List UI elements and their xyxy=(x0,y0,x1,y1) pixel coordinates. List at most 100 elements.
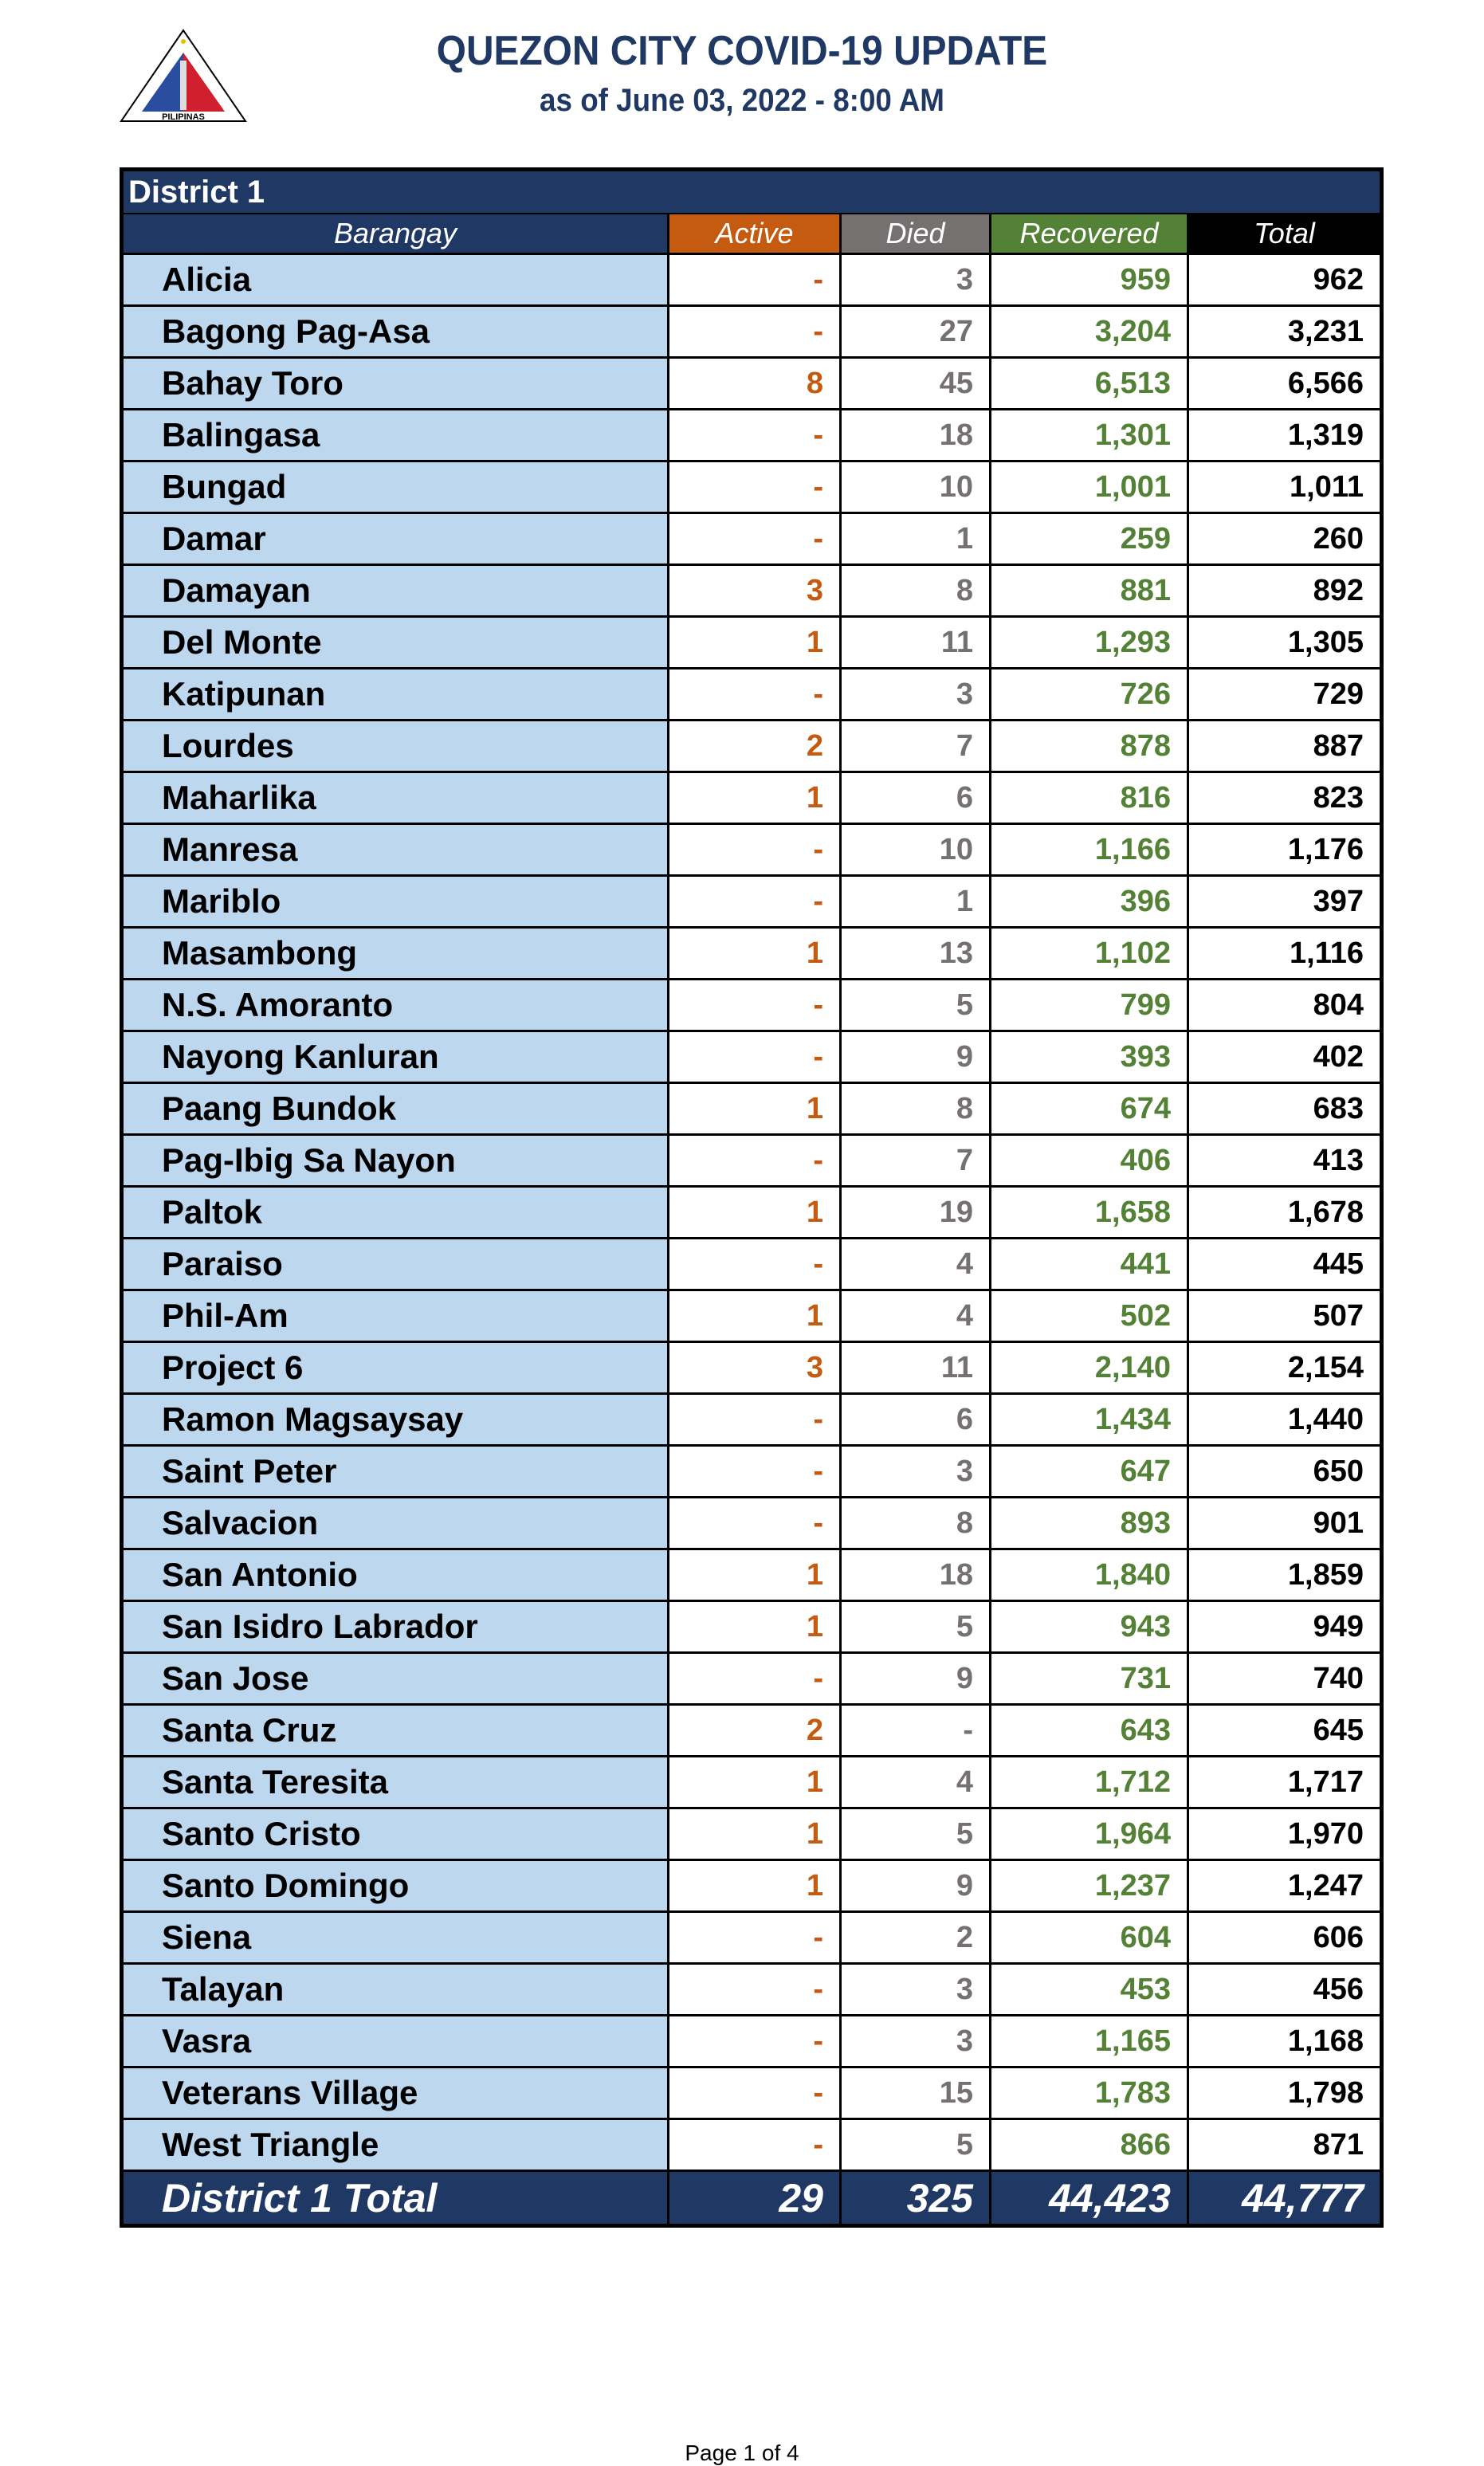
table-row: Paang Bundok 1 8 674 683 xyxy=(124,1082,1380,1133)
barangay-cell: Santo Domingo xyxy=(124,1861,667,1910)
total-cell: 1,011 xyxy=(1187,462,1380,512)
total-cell: 892 xyxy=(1187,566,1380,615)
recovered-cell: 726 xyxy=(989,670,1187,719)
recovered-cell: 1,658 xyxy=(989,1188,1187,1237)
recovered-cell: 866 xyxy=(989,2120,1187,2170)
recovered-cell: 643 xyxy=(989,1706,1187,1755)
table-row: Bahay Toro 8 45 6,513 6,566 xyxy=(124,356,1380,408)
died-cell: 3 xyxy=(839,2016,989,2066)
died-cell: 15 xyxy=(839,2068,989,2118)
died-cell: 7 xyxy=(839,721,989,771)
died-cell: 9 xyxy=(839,1654,989,1703)
died-cell: 9 xyxy=(839,1032,989,1082)
active-cell: 1 xyxy=(667,1550,839,1600)
active-cell: 1 xyxy=(667,773,839,823)
table-row: Ramon Magsaysay -6 1,434 1,440 xyxy=(124,1392,1380,1444)
barangay-cell: Alicia xyxy=(124,255,667,304)
total-cell: 962 xyxy=(1187,255,1380,304)
column-header-row: Barangay Active Died Recovered Total xyxy=(124,213,1380,253)
active-cell: - xyxy=(667,410,839,460)
recovered-cell: 674 xyxy=(989,1084,1187,1133)
total-active: 29 xyxy=(667,2172,839,2224)
total-cell: 507 xyxy=(1187,1291,1380,1341)
total-cell: 645 xyxy=(1187,1706,1380,1755)
table-row: Veterans Village -15 1,783 1,798 xyxy=(124,2066,1380,2118)
barangay-cell: Veterans Village xyxy=(124,2068,667,2118)
table-row: Paltok 1 19 1,658 1,678 xyxy=(124,1185,1380,1237)
died-cell: 18 xyxy=(839,1550,989,1600)
table-row: West Triangle -5 866 871 xyxy=(124,2118,1380,2170)
died-cell: 3 xyxy=(839,670,989,719)
died-cell: 9 xyxy=(839,1861,989,1910)
svg-text:PILIPINAS: PILIPINAS xyxy=(162,112,205,122)
total-cell: 3,231 xyxy=(1187,307,1380,356)
recovered-cell: 6,513 xyxy=(989,359,1187,408)
active-cell: 3 xyxy=(667,1343,839,1392)
recovered-cell: 799 xyxy=(989,980,1187,1030)
active-cell: 1 xyxy=(667,1757,839,1807)
barangay-cell: Santo Cristo xyxy=(124,1809,667,1859)
table-row: Katipunan -3 726 729 xyxy=(124,667,1380,719)
active-cell: 1 xyxy=(667,618,839,667)
column-header-died: Died xyxy=(839,214,989,253)
died-cell: 5 xyxy=(839,980,989,1030)
table-row: San Jose -9 731 740 xyxy=(124,1651,1380,1703)
barangay-cell: Del Monte xyxy=(124,618,667,667)
recovered-cell: 3,204 xyxy=(989,307,1187,356)
page-subtitle: as of June 03, 2022 - 8:00 AM xyxy=(540,83,944,118)
total-cell: 2,154 xyxy=(1187,1343,1380,1392)
died-cell: 27 xyxy=(839,307,989,356)
table-row: Phil-Am 1 4 502 507 xyxy=(124,1289,1380,1341)
barangay-cell: Bahay Toro xyxy=(124,359,667,408)
total-cell: 1,247 xyxy=(1187,1861,1380,1910)
total-cell: 683 xyxy=(1187,1084,1380,1133)
table-row: Salvacion -8 893 901 xyxy=(124,1496,1380,1548)
recovered-cell: 1,001 xyxy=(989,462,1187,512)
active-cell: - xyxy=(667,670,839,719)
active-cell: - xyxy=(667,1136,839,1185)
barangay-cell: San Jose xyxy=(124,1654,667,1703)
died-cell: 3 xyxy=(839,255,989,304)
table-row: Damar -1 259 260 xyxy=(124,512,1380,563)
total-cell: 1,678 xyxy=(1187,1188,1380,1237)
table-row: Santo Cristo 1 5 1,964 1,970 xyxy=(124,1807,1380,1859)
table-row: San Isidro Labrador 1 5 943 949 xyxy=(124,1600,1380,1651)
active-cell: 2 xyxy=(667,721,839,771)
column-header-barangay: Barangay xyxy=(124,214,667,253)
recovered-cell: 1,102 xyxy=(989,929,1187,978)
recovered-cell: 893 xyxy=(989,1498,1187,1548)
died-cell: 8 xyxy=(839,566,989,615)
barangay-cell: Paraiso xyxy=(124,1239,667,1289)
table-row: Alicia -3 959 962 xyxy=(124,253,1380,304)
table-row: Santa Teresita 1 4 1,712 1,717 xyxy=(124,1755,1380,1807)
barangay-cell: Saint Peter xyxy=(124,1447,667,1496)
active-cell: - xyxy=(667,1913,839,1962)
recovered-cell: 878 xyxy=(989,721,1187,771)
recovered-cell: 1,783 xyxy=(989,2068,1187,2118)
barangay-cell: Project 6 xyxy=(124,1343,667,1392)
barangay-cell: N.S. Amoranto xyxy=(124,980,667,1030)
died-cell: 3 xyxy=(839,1447,989,1496)
total-cell: 1,970 xyxy=(1187,1809,1380,1859)
died-cell: 4 xyxy=(839,1239,989,1289)
recovered-cell: 1,301 xyxy=(989,410,1187,460)
active-cell: - xyxy=(667,1395,839,1444)
total-cell: 740 xyxy=(1187,1654,1380,1703)
total-cell: 949 xyxy=(1187,1602,1380,1651)
barangay-cell: Damayan xyxy=(124,566,667,615)
total-cell: 1,440 xyxy=(1187,1395,1380,1444)
total-cell: 413 xyxy=(1187,1136,1380,1185)
total-cell: 1,717 xyxy=(1187,1757,1380,1807)
column-header-recovered: Recovered xyxy=(989,214,1187,253)
active-cell: - xyxy=(667,1654,839,1703)
barangay-cell: San Isidro Labrador xyxy=(124,1602,667,1651)
active-cell: - xyxy=(667,1447,839,1496)
table-row: Maharlika 1 6 816 823 xyxy=(124,771,1380,823)
page-title: QUEZON CITY COVID-19 UPDATE xyxy=(436,28,1048,74)
table-row: Masambong 1 13 1,102 1,116 xyxy=(124,926,1380,978)
table-body: Alicia -3 959 962 Bagong Pag-Asa -27 3,204 3,23… xyxy=(124,253,1380,2170)
total-cell: 456 xyxy=(1187,1965,1380,2014)
total-cell: 887 xyxy=(1187,721,1380,771)
total-cell: 871 xyxy=(1187,2120,1380,2170)
recovered-cell: 441 xyxy=(989,1239,1187,1289)
